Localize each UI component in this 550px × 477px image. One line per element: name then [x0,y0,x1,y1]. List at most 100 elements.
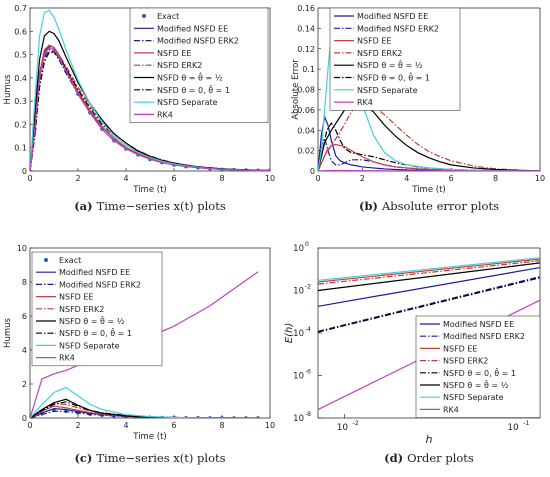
legend-box [415,315,541,418]
y-tick-label: 0.1 [14,144,27,153]
y-tick-label: 0.14 [297,24,315,33]
series-modified-nsfd-erk2-line [318,136,540,171]
series-modified-nsfd-erk2-line [318,276,540,332]
y-axis-label: Absolute Error [291,59,301,120]
legend: Exact Modified NSFD EE Modified NSFD ERK2 N… [129,7,269,123]
y-tick-label: 0 [22,167,27,176]
x-tick-label: 8 [493,174,498,183]
y-tick-label: 10 [293,372,304,382]
series-nsfd-line [318,102,540,171]
legend-entry: Modified NSFD ERK2 [59,280,141,289]
legend-box [329,7,461,111]
y-tick-label: 0 [22,414,27,423]
caption-label: (d) [384,451,403,465]
legend-entry: NSFD EE [357,37,391,46]
x-tick-label: 4 [123,174,128,183]
x-tick-exponent: -1 [523,419,529,427]
legend-entry: NSFD θ = 0, θ̂ = 1 [157,83,230,94]
legend-box [31,251,163,367]
x-tick-label: 2 [360,174,365,183]
legend-entry: Modified NSFD EE [59,268,130,277]
series-rk4-line [30,46,270,171]
legend-entry: NSFD θ = 0, θ̂ = 1 [443,366,516,377]
series-nsfd-0-1-line [30,401,259,418]
legend-entry: NSFD ERK2 [443,357,488,366]
legend-entry: Modified NSFD ERK2 [357,24,439,33]
y-tick-exponent: -2 [305,284,311,291]
x-axis-label: Time (t) [132,432,166,442]
legend-entry: NSFD θ = θ̂ = ½ [157,71,223,82]
x-tick-label: 8 [219,421,224,430]
legend-entry: Modified NSFD EE [157,24,228,33]
x-tick-label: 10 [507,423,519,433]
legend-entry: NSFD ERK2 [157,61,202,70]
legend-entry: NSFD θ = θ̂ = ½ [357,59,423,70]
caption-label: (a) [74,199,92,213]
legend-entry: NSFD Separate [443,393,504,402]
legend-entry: NSFD ERK2 [59,305,104,314]
legend-marker [44,258,48,262]
legend-entry: NSFD θ = θ̂ = ½ [443,379,509,390]
legend-entry: NSFD ERK2 [357,49,402,58]
caption: (d) Order plots [384,451,474,465]
legend-entry: RK4 [357,98,373,107]
legend-entry: NSFD EE [443,344,477,353]
x-tick-label: 10 [265,421,275,430]
y-tick-label: 0.3 [14,97,27,106]
y-axis-label: Humus [3,317,13,347]
x-tick-label: 8 [219,174,224,183]
x-tick-label: 10 [535,174,545,183]
series-nsfd-ee-line [318,258,540,283]
legend-box [129,7,269,123]
y-tick-label: 0.4 [14,74,27,83]
series-nsfd-line [318,262,540,292]
x-tick-label: 0 [315,174,320,183]
y-tick-label: 10 [293,244,304,254]
series-nsfd-0-1-line [318,277,540,333]
y-tick-exponent: -8 [305,411,311,418]
x-tick-label: 6 [171,421,176,430]
legend-entry: NSFD θ = 0, θ̂ = 1 [357,71,430,82]
x-axis-label: Time (t) [411,185,445,195]
y-tick-label: 0 [310,167,315,176]
series-nsfd-separate-line [30,386,259,418]
series-nsfd-erk2-line [318,102,540,171]
x-tick-label: 0 [27,174,32,183]
series-layer [30,9,270,171]
legend-entry: Modified NSFD EE [443,320,514,329]
x-tick-label: 4 [123,421,128,430]
legend-marker [142,14,146,18]
legend-entry: NSFD θ = 0, θ̂ = 1 [59,327,132,338]
y-tick-label: 10 [17,244,27,253]
y-axis-label: Humus [3,74,13,104]
legend-entry: NSFD EE [59,293,93,302]
series-rk4-line [318,169,540,171]
legend-entry: NSFD Separate [357,86,418,95]
chart-panel-2: 0 2 4 6 8 10 0 0.02 0.04 0.06 0.08 0.1 0.12 0.14 0.16 T… [291,4,545,213]
y-tick-label: 0.06 [297,106,315,115]
caption-label: (b) [359,199,378,213]
caption-label: (c) [74,451,92,465]
x-axis-label: h [426,433,433,446]
legend-entry: RK4 [157,110,173,119]
legend: Exact Modified NSFD EE Modified NSFD ERK2 N… [31,251,163,367]
series-nsfd-erk2-line [318,260,540,285]
y-tick-exponent: -6 [305,369,311,376]
legend-entry: NSFD Separate [157,98,218,107]
y-axis-label: E(h) [284,323,295,343]
y-tick-label: 0.12 [297,45,315,54]
legend-entry: Modified NSFD ERK2 [157,37,239,46]
y-tick-label: 0.02 [297,147,315,156]
y-tick-label: 0.5 [14,51,27,60]
legend-entry: Modified NSFD ERK2 [443,332,525,341]
y-tick-label: 2 [22,380,27,389]
series-layer [30,271,260,418]
x-tick-label: 6 [449,174,454,183]
y-tick-label: 0.16 [297,4,315,13]
legend-entry: Exact [157,12,179,21]
chart-panel-4: 10 -2 10 -110 -810 -610 -410 -210 0hE(h) Modified… [284,241,541,465]
x-tick-label: 10 [265,174,275,183]
y-tick-label: 0.04 [297,126,315,135]
legend-entry: Exact [59,256,81,265]
series-nsfd-separate-line [318,257,540,281]
